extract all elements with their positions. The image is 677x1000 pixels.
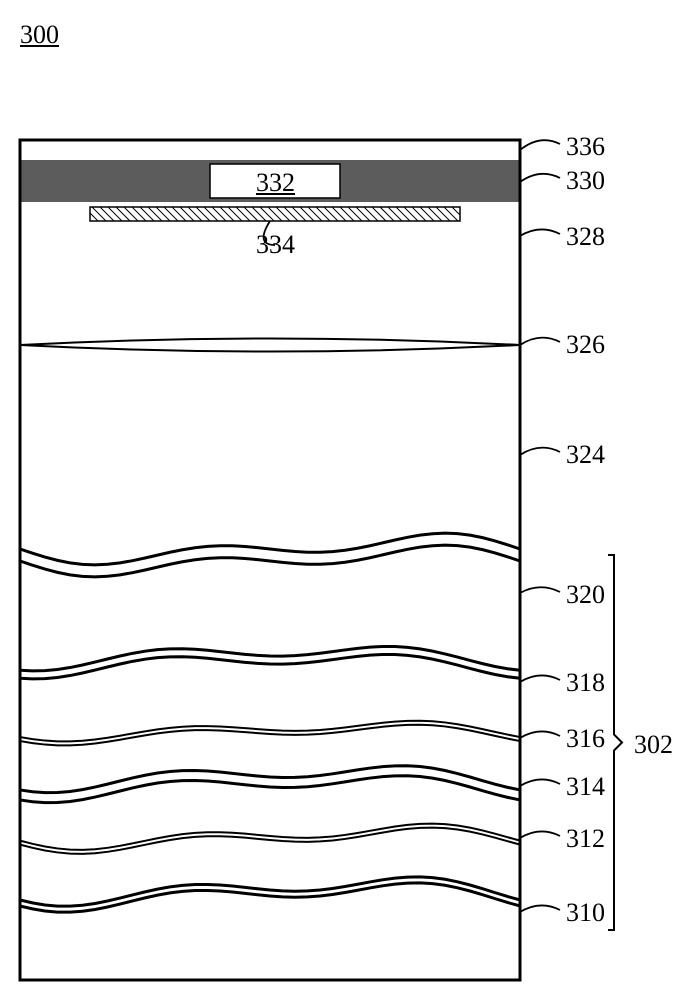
- ref-label-334: 334: [256, 230, 295, 260]
- ref-label-310: 310: [566, 898, 605, 928]
- ref-label-326: 326: [566, 330, 605, 360]
- ref-label-312: 312: [566, 824, 605, 854]
- ref-label-318: 318: [566, 668, 605, 698]
- ref-label-302: 302: [634, 730, 673, 760]
- ref-label-330: 330: [566, 166, 605, 196]
- diagram-stage: 300 336330332334328326324320318316314312…: [0, 0, 677, 1000]
- ref-label-336: 336: [566, 132, 605, 162]
- ref-label-332: 332: [256, 168, 295, 198]
- ref-label-314: 314: [566, 772, 605, 802]
- ref-label-316: 316: [566, 724, 605, 754]
- ref-label-328: 328: [566, 222, 605, 252]
- ref-label-324: 324: [566, 440, 605, 470]
- ref-label-320: 320: [566, 580, 605, 610]
